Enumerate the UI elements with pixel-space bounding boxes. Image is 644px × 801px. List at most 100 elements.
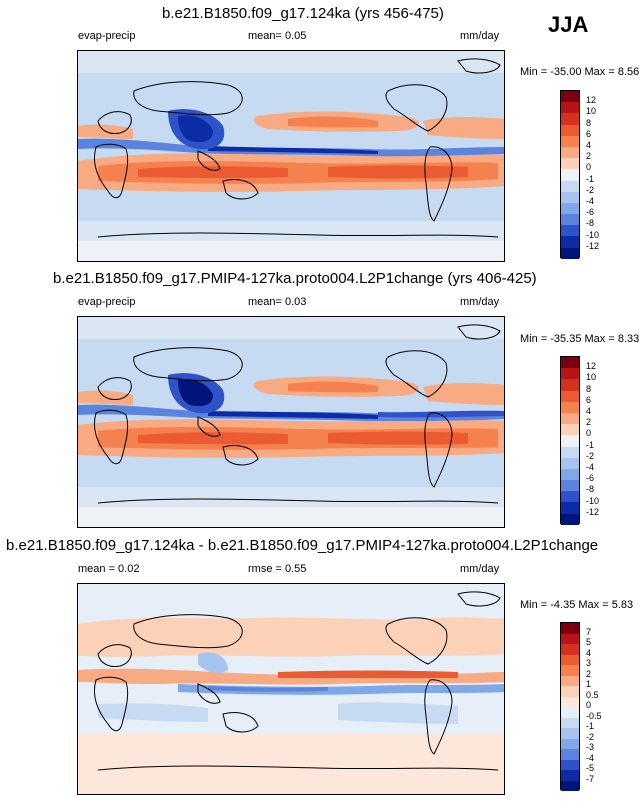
colorbar-tick-label: -1 [586,173,595,184]
colorbar-tick-label: 12 [586,95,597,106]
colorbar-cell [561,412,579,425]
colorbar-tick-label: 7 [586,626,592,637]
colorbar-tick-label: 6 [586,128,592,139]
panel2-units: mm/day [460,296,500,308]
colorbar-cell [561,780,579,791]
colorbar-cell [561,654,579,665]
colorbar-tick-label: -2 [586,184,595,195]
panel3-minmax: Min = -4.35 Max = 5.83 [520,599,634,611]
colorbar-cell [561,665,579,676]
colorbar-cell [561,686,579,697]
colorbar-tick-label: 0 [586,428,592,439]
colorbar-cell [561,236,579,248]
colorbar-cell [561,446,579,458]
colorbar-tick-label: -10 [586,495,600,506]
panel3-units: mm/day [460,563,500,575]
panel2-colorbar [560,356,580,525]
colorbar-cell [561,357,579,369]
colorbar-cell [561,91,579,103]
panel2-field-label: evap-precip [78,296,136,308]
colorbar-cell [561,390,579,402]
colorbar-cell [561,169,579,181]
colorbar-tick-label: 5 [586,637,592,647]
colorbar-cell [561,401,579,413]
colorbar-tick-label: -0.5 [586,710,602,721]
colorbar-tick-label: 12 [586,361,597,372]
colorbar-cell [561,135,579,147]
colorbar-cell [561,435,579,447]
colorbar-tick-label: 0 [586,700,592,710]
colorbar-tick-label: -5 [586,763,595,773]
colorbar-tick-label: -1 [586,721,595,731]
colorbar-tick-label: 4 [586,647,592,658]
colorbar-cell [561,502,579,514]
panel1-units: mm/day [460,30,500,42]
panel3-rmse: rmse = 0.55 [248,563,307,575]
colorbar-tick-label: 4 [586,140,592,150]
colorbar-cell [561,738,579,749]
colorbar-cell [561,368,579,380]
colorbar-tick-label: -2 [586,450,595,461]
panel1-field-plot [78,51,504,261]
colorbar-cell [561,468,579,481]
panel2-mean: mean= 0.03 [248,296,307,308]
colorbar-cell [561,214,579,226]
colorbar-tick-label: 6 [586,394,592,405]
colorbar-cell [561,728,579,739]
panel3-title: b.e21.B1850.f09_g17.124ka - b.e21.B1850.… [6,537,599,554]
colorbar-tick-label: -4 [586,752,595,763]
colorbar-tick-label: -2 [586,731,595,742]
colorbar-cell [561,480,579,492]
colorbar-cell [561,113,579,125]
colorbar-tick-label: -10 [586,229,600,240]
colorbar-cell [561,379,579,391]
colorbar-cell [561,491,579,503]
colorbar-cell [561,180,579,192]
panel3-map [77,583,505,795]
panel2-field-plot [78,317,504,527]
colorbar-cell [561,158,579,170]
colorbar-cell [561,146,579,159]
colorbar-tick-label: 0.5 [586,689,599,700]
colorbar-tick-label: -8 [586,484,595,495]
colorbar-cell [561,102,579,114]
colorbar-cell [561,717,579,728]
colorbar-tick-label: -7 [586,773,595,784]
colorbar-cell [561,513,579,525]
panel1-field-label: evap-precip [78,30,136,42]
panel1-mean: mean= 0.05 [248,30,307,42]
colorbar-cell [561,696,579,707]
colorbar-tick-label: 2 [586,417,592,428]
colorbar-tick-label: 8 [586,383,592,394]
colorbar-tick-label: -3 [586,742,595,752]
colorbar-tick-label: -12 [586,506,600,517]
colorbar-tick-label: -6 [586,207,595,218]
colorbar-cell [561,644,579,655]
colorbar-tick-label: -1 [586,439,595,450]
colorbar-tick-label: -4 [586,196,595,206]
panel3-field-plot [78,584,504,794]
colorbar-tick-label: 1 [586,679,592,689]
panel3-colorbar [560,622,580,791]
panel1-map [77,50,505,262]
colorbar-cell [561,191,579,203]
colorbar-tick-label: 10 [586,106,597,117]
colorbar-tick-label: -8 [586,218,595,229]
colorbar-tick-label: -6 [586,473,595,484]
colorbar-cell [561,707,579,718]
colorbar-cell [561,424,579,436]
colorbar-cell [561,633,579,644]
colorbar-cell [561,749,579,760]
panel1-title: b.e21.B1850.f09_g17.124ka (yrs 456-475) [162,5,444,22]
colorbar-cell [561,124,579,136]
colorbar-tick-label: -12 [586,240,600,251]
panel1-minmax: Min = -35.00 Max = 8.56 [520,66,640,78]
colorbar-cell [561,770,579,781]
colorbar-tick-label: -4 [586,462,595,472]
colorbar-cell [561,225,579,237]
colorbar-cell [561,247,579,259]
colorbar-cell [561,202,579,215]
colorbar-cell [561,759,579,770]
panel3-mean: mean = 0.02 [78,563,140,575]
season-label: JJA [548,12,589,37]
